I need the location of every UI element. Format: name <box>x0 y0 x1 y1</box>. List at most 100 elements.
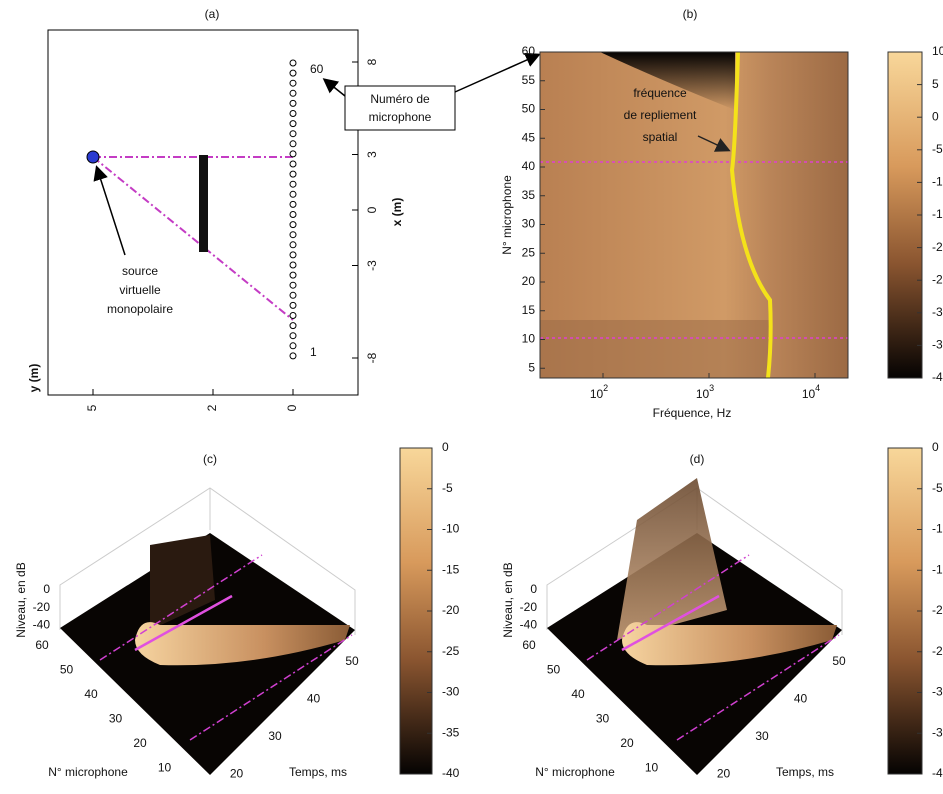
y-tick-label: 5 <box>528 360 535 374</box>
colorbar-tick-label: -35 <box>442 725 460 739</box>
colorbar-tick-label: -5 <box>442 481 453 495</box>
colorbar-tick-label: -20 <box>442 603 460 617</box>
colorbar-tick-label: -40 <box>932 766 943 780</box>
panel-label: (d) <box>690 452 705 466</box>
x-tick-label: 0 <box>365 206 379 213</box>
x-tick-label: 102 <box>590 383 608 401</box>
colorbar-tick-label: -30 <box>932 305 943 319</box>
colorbar <box>888 448 922 774</box>
colorbar-tick-label: -10 <box>932 522 943 536</box>
colorbar-tick-label: -20 <box>932 240 943 254</box>
microphone <box>290 212 296 218</box>
z-tick-label: -20 <box>33 600 51 614</box>
colorbar-tick-label: -20 <box>932 603 943 617</box>
x-tick-label: 3 <box>365 151 379 158</box>
microphone <box>290 191 296 197</box>
annotation: virtuelle <box>119 283 161 297</box>
y-tick-label: 40 <box>522 159 536 173</box>
axis-label: x (m) <box>390 198 404 227</box>
colorbar-tick-label: -15 <box>932 562 943 576</box>
microphone <box>290 302 296 308</box>
microphone <box>290 111 296 117</box>
z-tick-label: -40 <box>520 617 538 631</box>
axis-label: Niveau, en dB <box>14 562 28 637</box>
time-tick-label: 30 <box>755 729 769 743</box>
microphone <box>290 151 296 157</box>
colorbar-tick-label: -10 <box>932 175 943 189</box>
colorbar-tick-label: -25 <box>442 644 460 658</box>
mic-tick-label: 10 <box>645 761 659 775</box>
y-tick-label: 60 <box>522 44 536 58</box>
x-tick-label: 103 <box>696 383 714 401</box>
time-tick-label: 50 <box>345 654 359 668</box>
annotation: Numéro de <box>370 92 430 106</box>
virtual-source <box>87 151 99 163</box>
z-tick-label: -20 <box>520 600 538 614</box>
mic-tick-label: 30 <box>109 712 123 726</box>
microphone <box>290 121 296 127</box>
microphone <box>290 262 296 268</box>
microphone <box>290 90 296 96</box>
y-tick-label: 45 <box>522 130 536 144</box>
mic-tick-label: 50 <box>547 663 561 677</box>
colorbar-tick-label: -35 <box>932 725 943 739</box>
axis-label: y (m) <box>27 364 41 393</box>
mic-tick-label: 40 <box>571 687 585 701</box>
mic-tick-label: 20 <box>620 736 634 750</box>
annotation: microphone <box>369 110 432 124</box>
colorbar-tick-label: -35 <box>932 338 943 352</box>
colorbar-tick-label: -40 <box>932 370 943 384</box>
tick-base: 10 <box>590 387 604 401</box>
colorbar-tick-label: 0 <box>932 109 939 123</box>
tick-exponent: 4 <box>815 383 820 393</box>
microphone <box>290 343 296 349</box>
colorbar-tick-label: -10 <box>442 522 460 536</box>
time-tick-label: 20 <box>230 767 244 781</box>
microphone <box>290 252 296 258</box>
colorbar <box>888 52 922 378</box>
time-tick-label: 40 <box>307 692 321 706</box>
microphone-array <box>290 60 296 359</box>
microphone <box>290 60 296 66</box>
mic-tick-label: 20 <box>133 736 147 750</box>
axis-label: Temps, ms <box>776 765 834 779</box>
colorbar-tick-label: -5 <box>932 481 943 495</box>
microphone <box>290 313 296 319</box>
time-tick-label: 40 <box>794 692 808 706</box>
colorbar-tick-label: -30 <box>442 685 460 699</box>
colorbar-tick-label: -30 <box>932 685 943 699</box>
microphone <box>290 323 296 329</box>
axis-label: Fréquence, Hz <box>653 406 732 420</box>
microphone <box>290 100 296 106</box>
tick-exponent: 2 <box>603 383 608 393</box>
figure: (a)830-3-8x (m)520y (m)601Numéro demicro… <box>0 0 943 794</box>
colorbar-tick-label: 0 <box>442 440 449 454</box>
colorbar-tick-label: 10 <box>932 44 943 58</box>
panel-label: (b) <box>683 7 698 21</box>
annotation: fréquence <box>633 86 687 100</box>
colorbar-tick-label: -15 <box>442 562 460 576</box>
axis-label: Niveau, en dB <box>501 562 515 637</box>
microphone <box>290 70 296 76</box>
mic-tick-label: 30 <box>596 712 610 726</box>
mic-tick-label: 60 <box>35 638 49 652</box>
z-tick-label: 0 <box>43 582 50 596</box>
mic-label: 1 <box>310 345 317 359</box>
loudspeaker-array <box>199 155 208 252</box>
y-tick-label: 50 <box>522 102 536 116</box>
microphone <box>290 141 296 147</box>
axis-label: Temps, ms <box>289 765 347 779</box>
colorbar-tick-label: -25 <box>932 644 943 658</box>
mic-tick-label: 50 <box>60 663 74 677</box>
colorbar-tick-label: 0 <box>932 440 939 454</box>
colorbar-tick-label: -15 <box>932 207 943 221</box>
axis-label: N° microphone <box>535 765 615 779</box>
tick-exponent: 3 <box>709 383 714 393</box>
arrow <box>325 80 345 96</box>
mic-label: 60 <box>310 62 324 76</box>
y-tick-label: 5 <box>85 404 99 411</box>
axis-label: N° microphone <box>48 765 128 779</box>
y-tick-label: 20 <box>522 274 536 288</box>
time-tick-label: 20 <box>717 767 731 781</box>
colorbar-tick-label: -5 <box>932 142 943 156</box>
